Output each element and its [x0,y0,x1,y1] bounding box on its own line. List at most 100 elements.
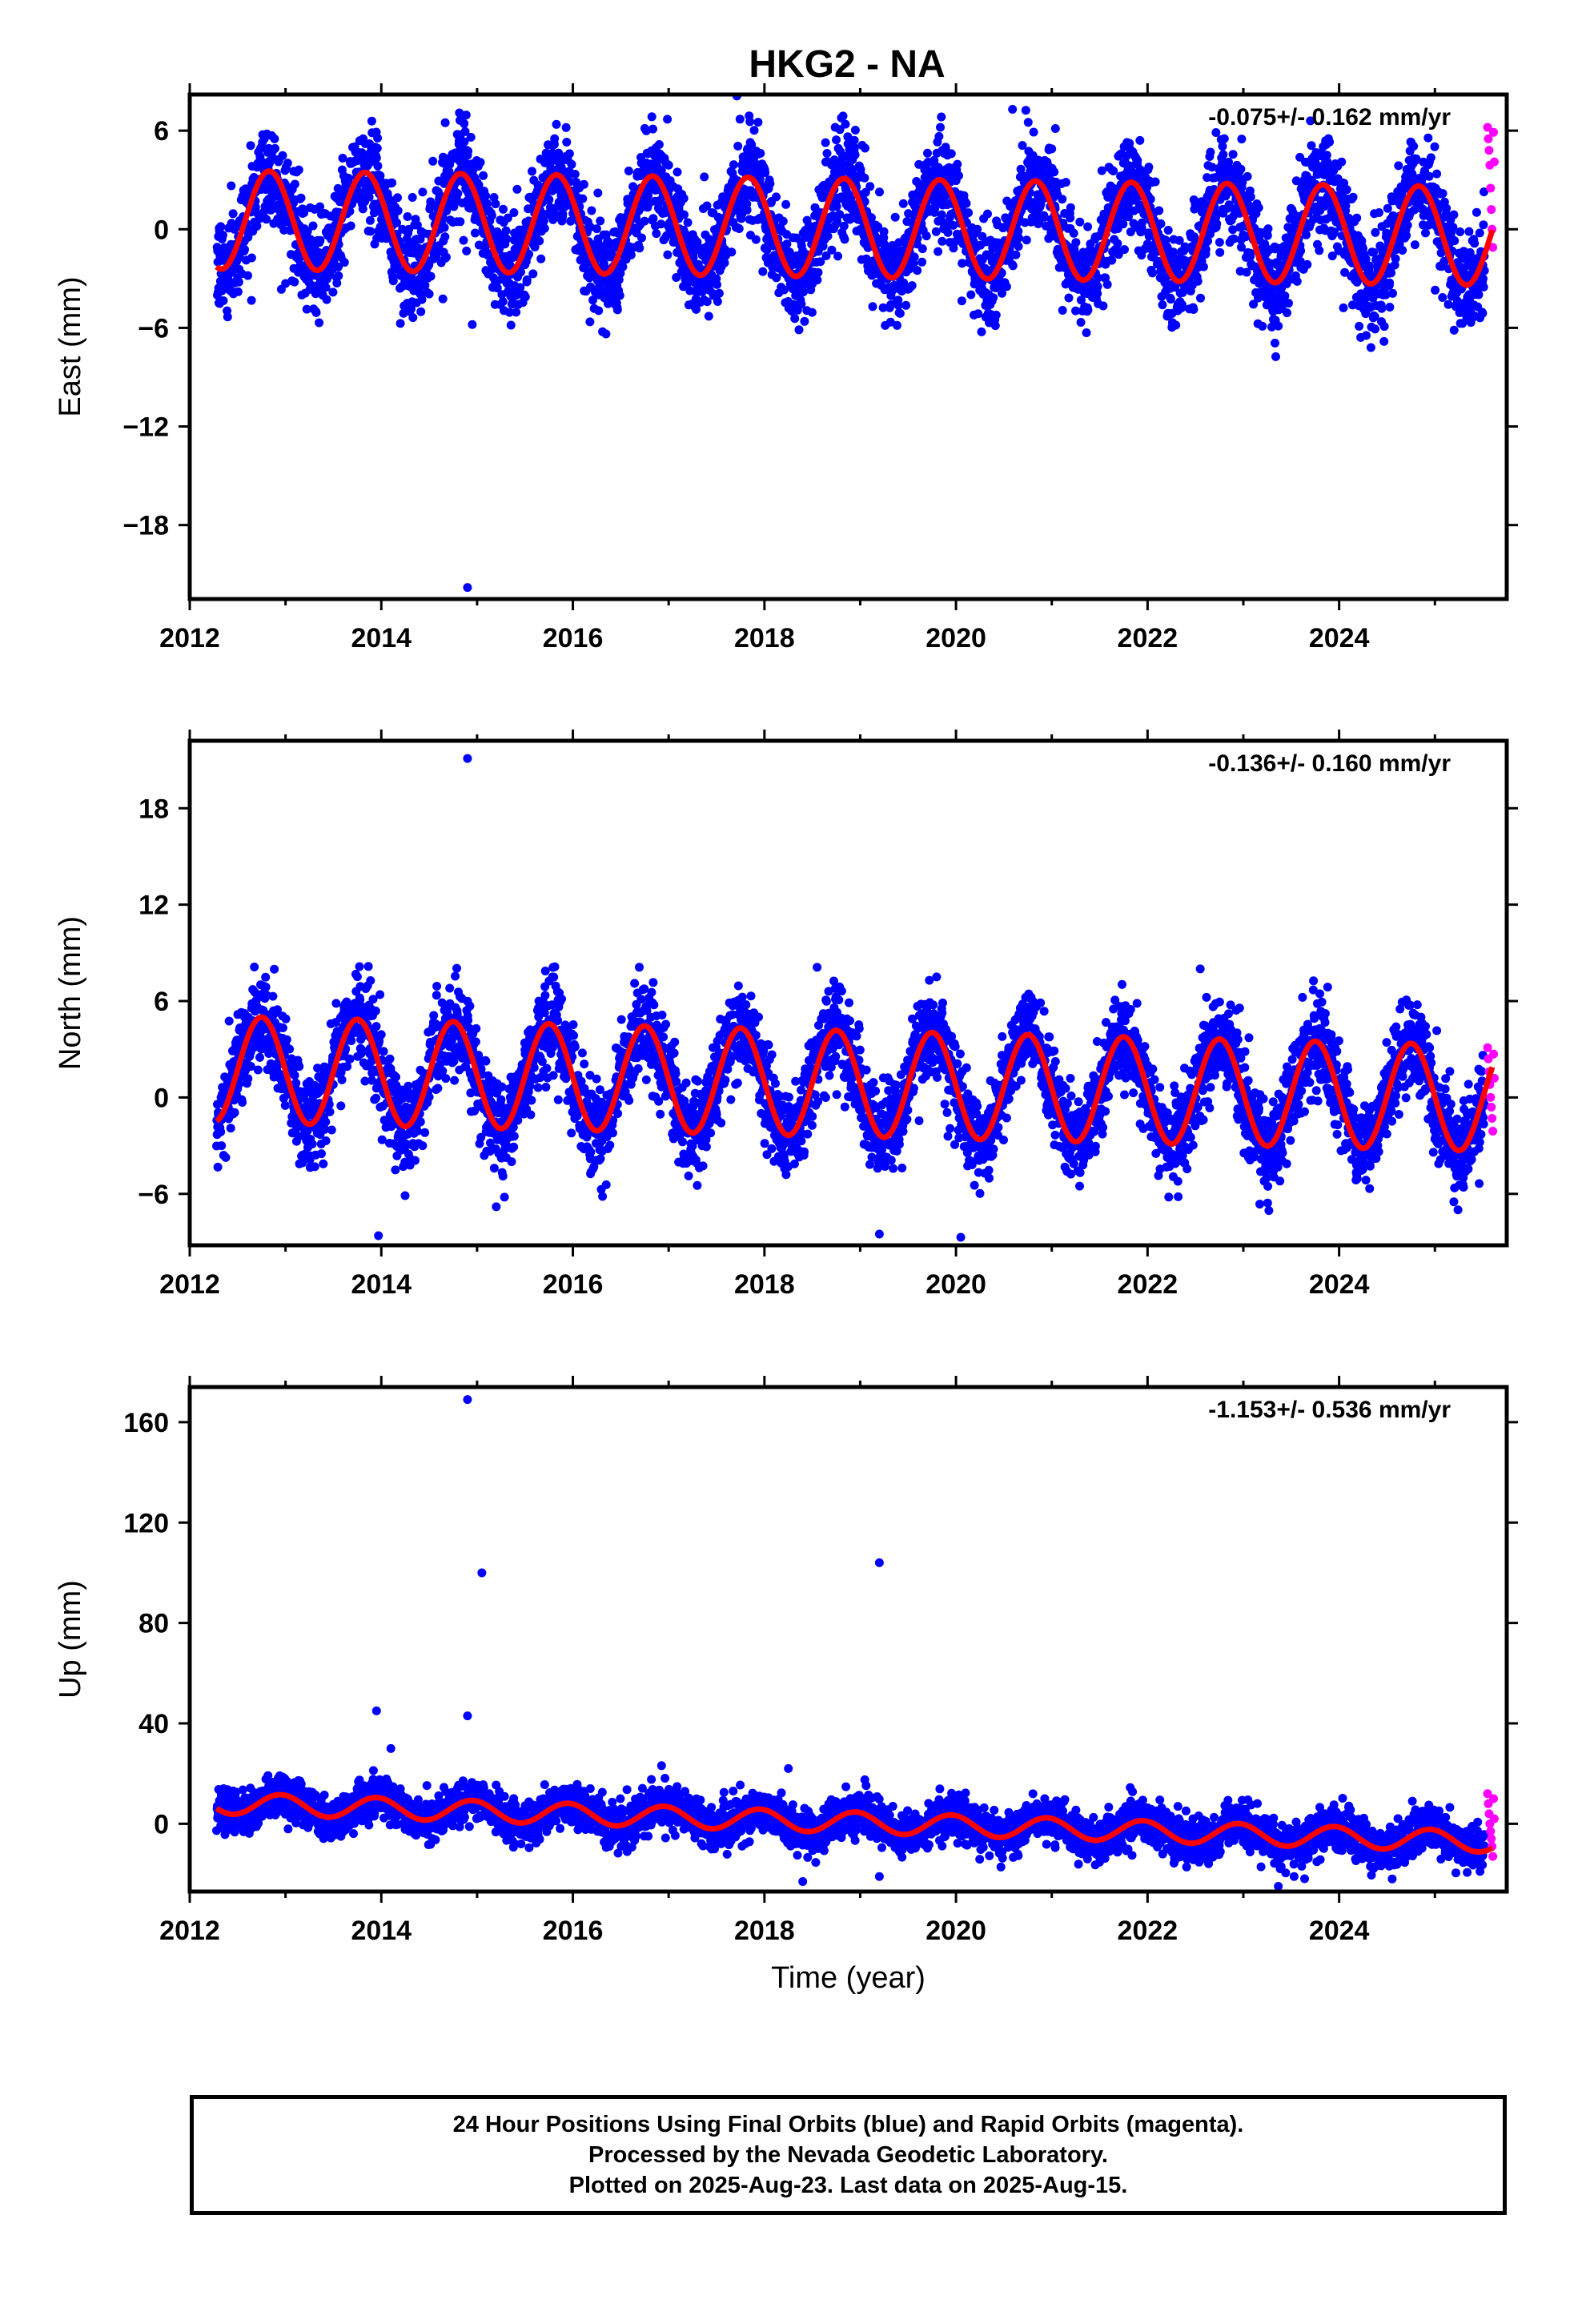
east-data-point [445,159,455,169]
east-data-point [233,287,243,296]
east-data-point [899,278,909,287]
east-data-point [528,269,538,279]
east-data-point [375,171,385,180]
east-data-point [901,300,911,310]
east-data-point [592,224,601,234]
east-data-point [540,223,549,233]
east-data-point [1426,153,1435,163]
east-data-point [648,214,658,223]
east-data-point [790,314,800,324]
east-data-point [339,258,349,267]
east-data-point [579,179,588,189]
east-data-point [742,199,752,209]
east-data-point [544,195,554,204]
east-data-point [745,117,755,127]
east-data-point [1385,278,1395,287]
north-data-point [280,1100,290,1110]
east-data-point [479,171,488,180]
east-data-point [1098,301,1108,311]
north-data-point [255,1052,264,1062]
east-data-point [506,320,516,330]
east-data-point [807,308,817,317]
east-data-point [1093,282,1102,292]
east-data-point [756,149,765,158]
east-data-point [530,243,540,251]
east-data-point [679,194,689,203]
east-data-point [914,159,924,169]
east-data-point [747,140,757,150]
east-data-point [476,158,485,167]
east-data-point [1371,324,1380,334]
east-data-point [751,159,761,168]
east-data-point [1479,220,1488,230]
east-data-point [1352,213,1362,223]
east-data-point [1366,343,1375,352]
north-data-point [290,1071,299,1080]
east-data-point [218,231,227,240]
east-data-point [1120,245,1129,255]
east-data-point [247,253,256,263]
east-data-point [624,167,633,175]
east-data-point [850,126,860,135]
east-data-point [283,159,292,168]
east-data-point [832,202,841,211]
east-data-point [1443,300,1453,309]
east-data-point [234,277,243,287]
east-data-point [813,275,822,285]
east-data-point [917,257,927,267]
east-data-point [535,236,544,246]
east-data-point [498,297,508,307]
east-data-point [761,168,770,178]
east-data-point [1274,321,1283,331]
east-data-point [460,119,469,128]
east-data-point [1156,219,1166,228]
east-data-point [516,267,525,277]
east-data-point [1189,305,1199,314]
east-data-point [938,236,947,246]
east-data-point [1218,142,1227,151]
east-data-point [827,245,837,255]
east-data-point [846,194,856,203]
east-data-point [594,306,604,316]
east-data-point [1102,279,1112,289]
north-data-point [217,1141,227,1151]
east-data-point [705,235,714,244]
east-data-point [243,271,252,280]
east-data-point [315,318,324,328]
east-data-point [570,170,580,179]
east-data-point [934,163,943,172]
east-data-point [262,215,271,224]
east-data-point [1410,240,1419,250]
east-data-point [702,297,712,307]
east-data-point [1178,300,1186,309]
east-data-point [1442,203,1452,213]
east-data-point [626,250,636,259]
east-data-point [558,209,568,219]
east-data-point [322,295,331,304]
east-data-point [1394,161,1403,171]
east-y-tick-label: 6 [154,116,169,147]
east-data-point [1066,203,1075,212]
east-data-point [1166,295,1175,304]
east-data-point [1271,338,1279,348]
east-data-point [934,247,943,256]
east-data-point [909,259,918,268]
east-data-point [1421,228,1430,238]
east-data-point [418,187,428,197]
east-data-point [1237,135,1247,144]
east-data-point [587,206,596,215]
east-data-point [1431,285,1440,295]
east-data-point [989,293,998,303]
east-data-point [1215,238,1224,247]
east-data-point [664,160,673,170]
east-data-point [778,216,788,226]
east-data-point [1302,230,1311,239]
east-data-point [441,252,451,262]
east-data-point [366,227,375,236]
east-data-point [424,289,434,299]
north-data-point [295,1062,304,1072]
east-data-point [741,192,751,202]
east-data-point [833,251,842,261]
east-data-point [875,187,884,197]
east-data-point [957,296,966,306]
